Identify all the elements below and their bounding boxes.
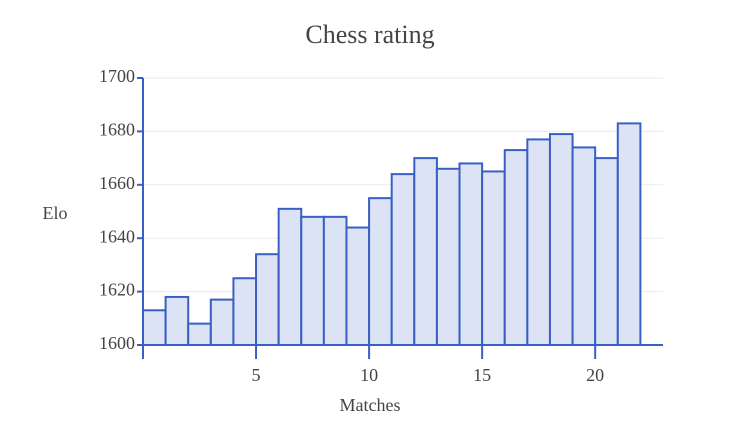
chart-title: Chess rating [305, 20, 434, 49]
bar [142, 309, 167, 347]
bar [435, 167, 461, 346]
bar [481, 170, 506, 346]
bar [255, 253, 280, 346]
x-tick-label: 20 [586, 365, 604, 385]
bar [209, 298, 235, 346]
bar [164, 295, 190, 347]
x-tick-label: 15 [473, 365, 491, 385]
y-tick-label: 1640 [99, 226, 135, 246]
y-axis-label: Elo [43, 203, 68, 223]
bar [571, 146, 597, 346]
y-tick-label: 1620 [99, 280, 135, 300]
y-tick-label: 1680 [99, 120, 135, 140]
bar [616, 122, 642, 346]
bar [345, 226, 371, 347]
bar [300, 215, 325, 346]
x-tick-label: 10 [360, 365, 378, 385]
bar [368, 197, 393, 346]
bar [458, 162, 484, 346]
bar [548, 133, 574, 346]
bar [390, 173, 416, 346]
y-tick-label: 1600 [99, 333, 135, 353]
bar [594, 157, 619, 346]
bar [232, 277, 258, 346]
y-tick-label: 1700 [99, 66, 135, 86]
bar [503, 149, 529, 346]
bar [526, 138, 551, 346]
bar [322, 215, 348, 346]
bar [413, 157, 438, 346]
x-tick-label: 5 [252, 365, 261, 385]
bar [277, 207, 303, 346]
x-axis-label: Matches [340, 395, 401, 415]
bar [187, 322, 212, 347]
y-tick-label: 1660 [99, 173, 135, 193]
